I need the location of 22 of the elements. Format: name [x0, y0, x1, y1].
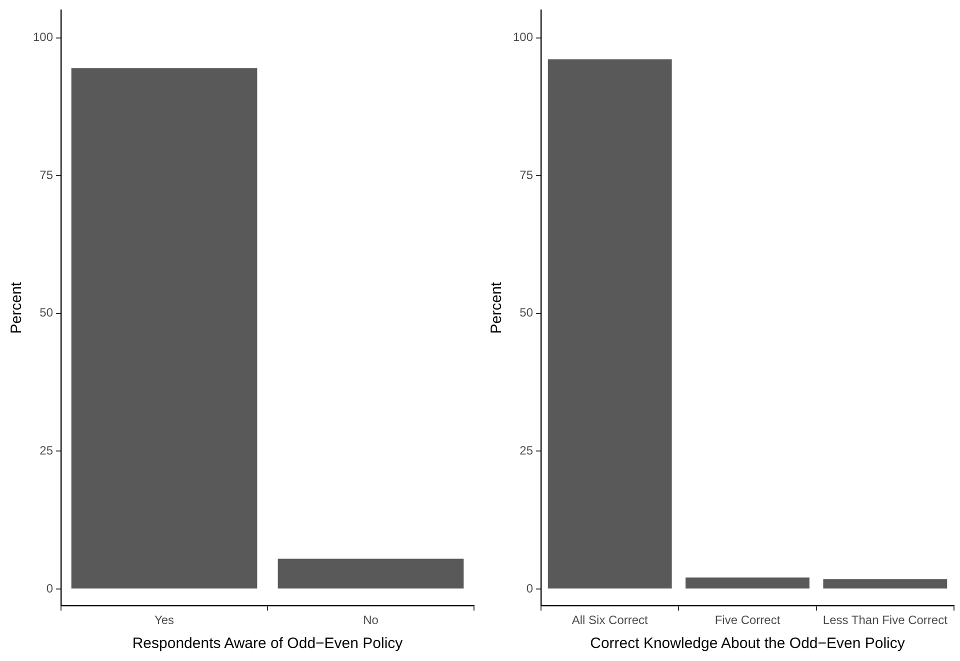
x-axis-title: Correct Knowledge About the Odd−Even Policy [590, 635, 906, 652]
y-tick-label: 75 [40, 168, 54, 182]
y-tick-label: 50 [40, 306, 54, 320]
y-tick-label: 0 [46, 581, 54, 596]
y-tick-label: 25 [40, 444, 54, 458]
y-axis-title: Percent [8, 281, 26, 334]
y-axis-title: Percent [488, 281, 506, 334]
y-tick-label: 25 [520, 444, 534, 458]
x-tick-label: Yes [154, 613, 174, 628]
x-tick-label: Five Correct [714, 613, 781, 628]
y-tick-label: 100 [512, 30, 534, 44]
y-tick-label: 100 [32, 30, 54, 44]
x-tick-label: Less Than Five Correct [822, 613, 948, 628]
y-tick-label: 50 [520, 306, 534, 320]
y-tick-label: 0 [526, 581, 534, 596]
x-tick-label: No [363, 613, 379, 628]
x-axis-title: Respondents Aware of Odd−Even Policy [132, 635, 404, 652]
bar [686, 577, 810, 589]
bar [548, 59, 672, 589]
x-tick-label: All Six Correct [572, 613, 649, 628]
y-tick-label: 75 [520, 168, 534, 182]
bar [823, 579, 948, 589]
